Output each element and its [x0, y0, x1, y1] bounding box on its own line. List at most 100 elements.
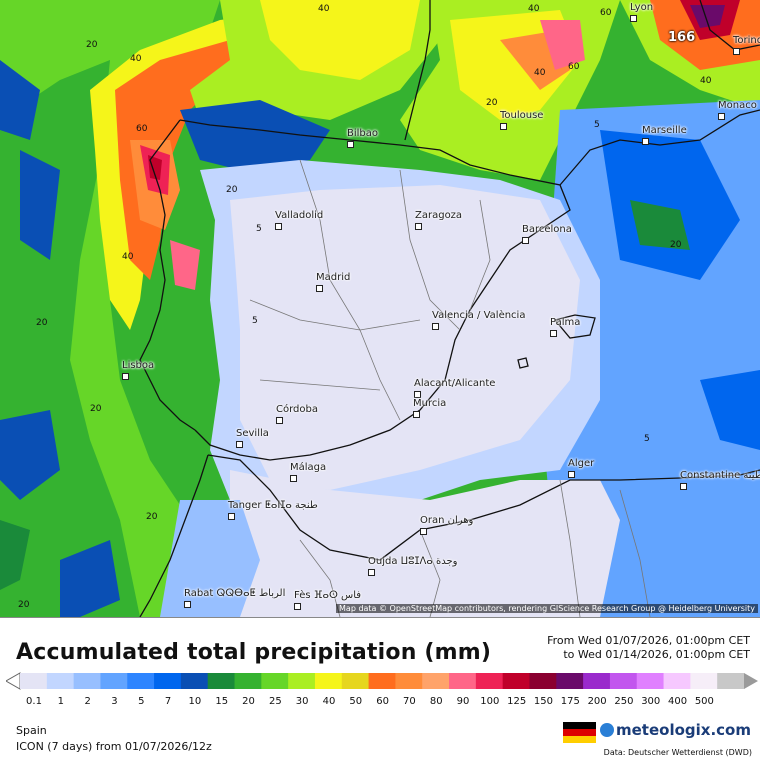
city-label: Toulouse: [500, 110, 543, 132]
max-value-label: 166: [668, 30, 696, 45]
contour-value-label: 20: [86, 40, 98, 50]
contour-value-label: 20: [670, 240, 682, 250]
scale-tick-label: 80: [429, 696, 443, 707]
scale-tick-label: 15: [215, 696, 229, 707]
city-label: Alger: [568, 458, 594, 480]
scale-color-cell: [502, 673, 530, 689]
city-name: Barcelona: [522, 224, 572, 235]
city-name: Sevilla: [236, 428, 269, 439]
city-label: Lisboa: [122, 360, 154, 382]
scale-color-cell: [583, 673, 611, 689]
city-label: Zaragoza: [415, 210, 462, 232]
city-marker-icon: [642, 137, 649, 145]
period-from: From Wed 01/07/2026, 01:00pm CET: [547, 634, 750, 647]
city-label: Madrid: [316, 272, 350, 294]
region-label: Spain: [16, 724, 47, 737]
city-label: Lyon: [630, 2, 653, 24]
city-label: Tanger ⵟⴰⵏⵊⴰ طنجة: [228, 500, 318, 522]
scale-tick-label: 100: [480, 696, 500, 707]
scale-color-cell: [717, 673, 745, 689]
scale-tick-label: 25: [268, 696, 282, 707]
contour-value-label: 60: [568, 62, 580, 72]
precipitation-map[interactable]: Lyon Torino Toulouse Marseille Monaco Bilbao V…: [0, 0, 760, 617]
scale-tick-label: 7: [164, 696, 172, 707]
city-name: Alacant/Alicante: [414, 378, 496, 389]
scale-color-cell: [288, 673, 316, 689]
scale-color-cell: [20, 673, 48, 689]
city-marker-icon: [568, 470, 575, 478]
contour-value-label: 5: [644, 434, 650, 444]
color-scale-ticks: 0.1 1 2 3 5 7 10 15 20 25 30 40 50 60 70 80 90 100 125 150 1…: [0, 696, 760, 710]
city-marker-icon: [414, 390, 421, 398]
scale-tick-label: 10: [188, 696, 202, 707]
city-name: Monaco: [718, 100, 757, 111]
scale-tick-label: 90: [456, 696, 470, 707]
city-label: Marseille: [642, 125, 687, 147]
scale-tick-label: 500: [694, 696, 714, 707]
city-name: Palma: [550, 317, 581, 328]
scale-color-cell: [690, 673, 718, 689]
contour-value-label: 5: [252, 316, 258, 326]
city-marker-icon: [122, 372, 129, 380]
globe-icon: [600, 723, 614, 737]
legend-panel: Accumulated total precipitation (mm) Fro…: [0, 617, 760, 761]
scale-color-cell: [556, 673, 584, 689]
city-marker-icon: [276, 416, 283, 424]
scale-tick-label: 70: [403, 696, 416, 707]
city-marker-icon: [500, 122, 507, 130]
contour-value-label: 20: [226, 185, 238, 195]
scale-color-cell: [234, 673, 262, 689]
city-name: Madrid: [316, 272, 351, 283]
city-label: Sevilla: [236, 428, 269, 450]
scale-tick-label: 0.1: [26, 696, 42, 707]
city-name: Córdoba: [276, 404, 318, 415]
city-marker-icon: [236, 440, 243, 448]
city-marker-icon: [522, 236, 529, 244]
scale-tick-label: 150: [533, 696, 554, 707]
scale-color-cell: [154, 673, 182, 689]
map-graphic: [0, 0, 760, 617]
city-name: Zaragoza: [415, 210, 463, 221]
contour-value-label: 40: [528, 4, 540, 14]
scale-tick-label: 250: [614, 696, 634, 707]
city-label: Monaco: [718, 100, 757, 122]
city-label: Rabat ⵕⵕⴱⴰⵟ الرباط: [184, 588, 285, 610]
contour-value-label: 40: [700, 76, 712, 86]
city-label: Torino: [733, 35, 760, 57]
city-name: Bilbao: [347, 128, 379, 139]
city-marker-icon: [420, 527, 427, 535]
city-label: Constantine قسنطينة: [680, 470, 760, 492]
scale-color-cell: [609, 673, 638, 689]
city-label: Bilbao: [347, 128, 378, 150]
period-to: to Wed 01/14/2026, 01:00pm CET: [563, 648, 750, 661]
city-name: Valencia / València: [432, 310, 526, 321]
scale-color-cell: [475, 673, 504, 689]
city-label: Córdoba: [276, 404, 318, 426]
scale-color-cell: [341, 673, 370, 689]
city-marker-icon: [733, 47, 740, 55]
contour-value-label: 20: [486, 98, 498, 108]
scale-color-cell: [127, 673, 155, 689]
city-label: Málaga: [290, 462, 326, 484]
brand-logo[interactable]: meteologix.com: [600, 721, 751, 739]
contour-value-label: 20: [146, 512, 158, 522]
city-marker-icon: [184, 600, 191, 608]
city-label: Barcelona: [522, 224, 572, 246]
scale-color-cell: [395, 673, 423, 689]
city-name: Oujda ⵡⵓⵊⴷⴰ وجدة: [368, 556, 458, 567]
city-name: Constantine قسنطينة: [680, 470, 760, 481]
contour-value-label: 40: [130, 54, 142, 64]
contour-value-label: 60: [136, 124, 148, 134]
scale-right-arrow: [744, 673, 758, 689]
legend-title: Accumulated total precipitation (mm): [16, 640, 492, 665]
scale-color-cell: [663, 673, 691, 689]
time-period: From Wed 01/07/2026, 01:00pm CET to Wed …: [547, 634, 750, 662]
scale-color-cell: [180, 673, 209, 689]
contour-value-label: 60: [600, 8, 612, 18]
scale-tick-label: 3: [111, 696, 118, 707]
brand-name: meteologix.com: [616, 721, 751, 739]
city-name: Lyon: [630, 2, 654, 13]
city-name: Torino: [733, 35, 760, 46]
city-name: Murcia: [413, 398, 447, 409]
city-name: Fès ⴼⴰⵙ فاس: [294, 590, 362, 601]
